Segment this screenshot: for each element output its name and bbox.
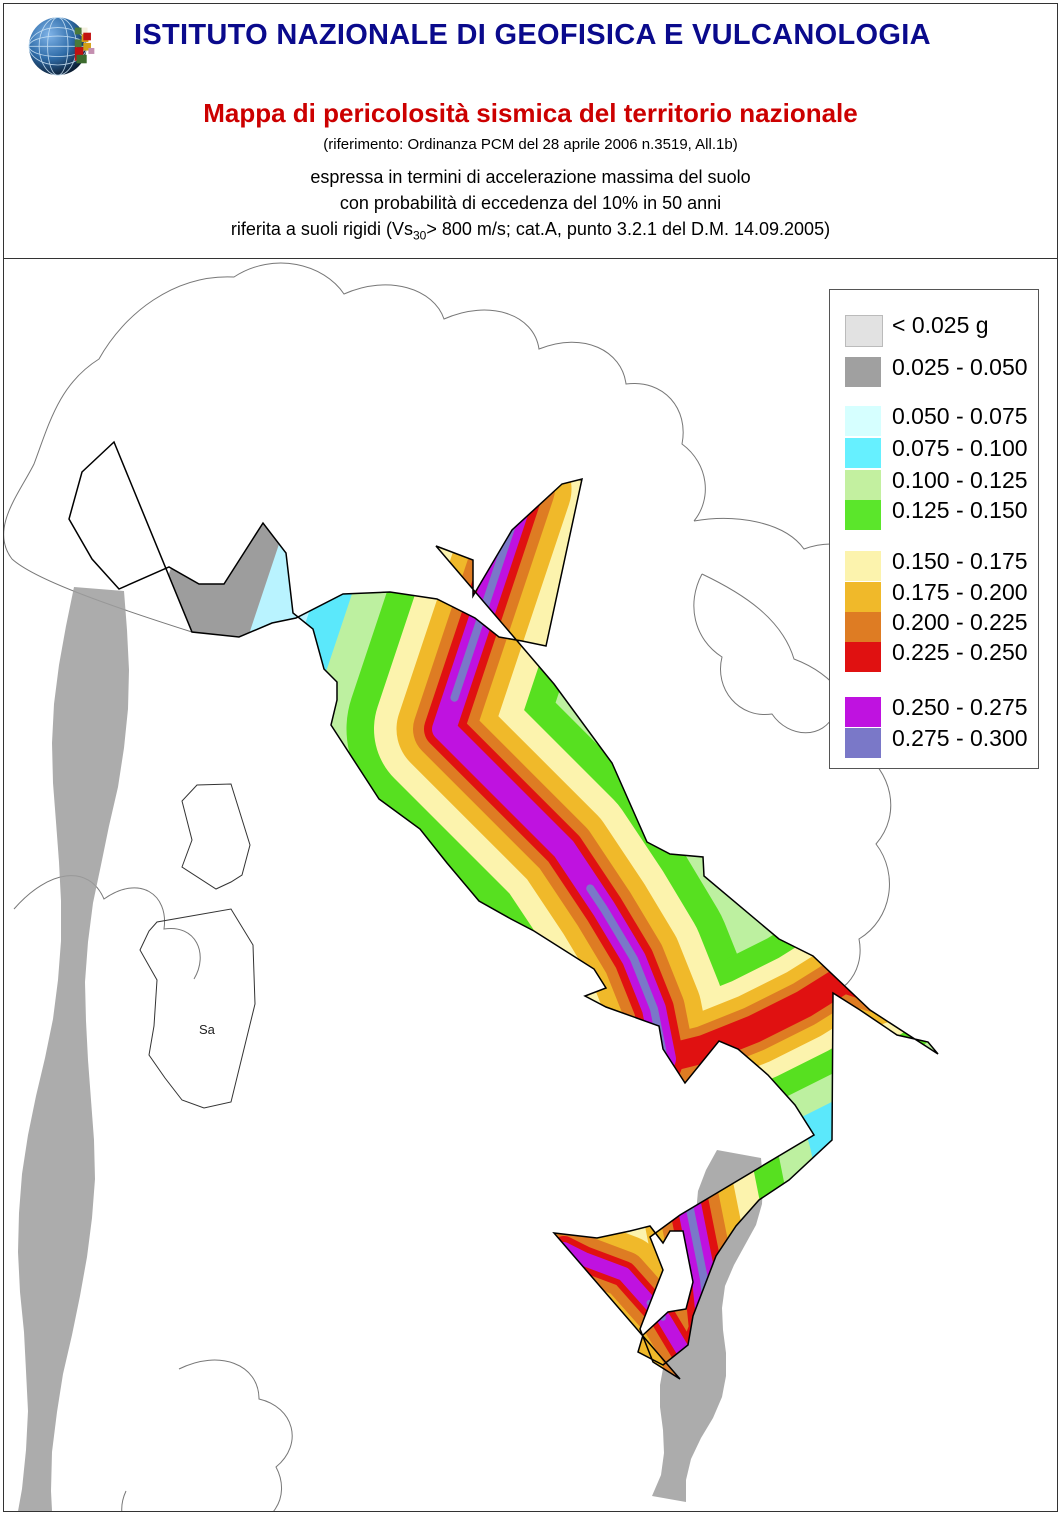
svg-text:Sa: Sa (199, 1022, 216, 1037)
